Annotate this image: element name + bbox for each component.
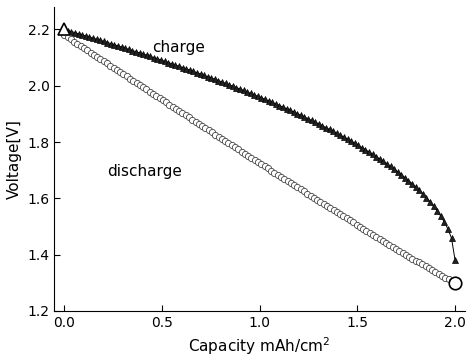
Y-axis label: Voltage[V]: Voltage[V] [7, 119, 22, 199]
Text: discharge: discharge [107, 164, 182, 179]
X-axis label: Capacity mAh/cm$^2$: Capacity mAh/cm$^2$ [188, 335, 331, 357]
Text: charge: charge [152, 40, 205, 55]
